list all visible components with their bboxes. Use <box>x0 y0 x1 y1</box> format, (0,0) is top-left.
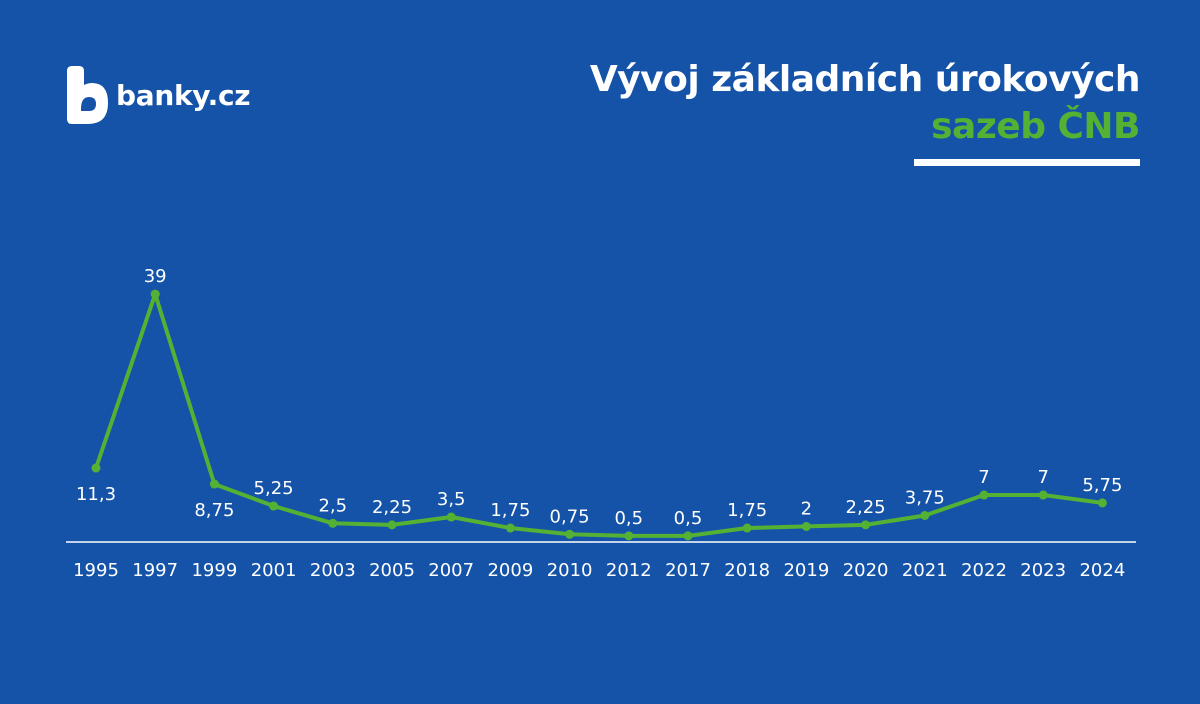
data-label: 5,75 <box>1082 475 1122 496</box>
x-tick-label: 2009 <box>487 560 533 581</box>
x-tick-label: 2023 <box>1020 560 1066 581</box>
data-point <box>269 501 279 511</box>
data-label: 39 <box>144 266 167 287</box>
x-tick-label: 2018 <box>724 560 770 581</box>
data-label: 2,5 <box>318 495 347 516</box>
banky-logo-icon <box>67 66 108 124</box>
data-label: 2,25 <box>372 497 412 518</box>
x-tick-label: 2019 <box>783 560 829 581</box>
data-label: 7 <box>1037 467 1048 488</box>
x-tick-label: 2022 <box>961 560 1007 581</box>
data-point <box>683 531 693 541</box>
data-label: 2 <box>801 498 812 519</box>
data-point <box>446 512 456 522</box>
data-label: 8,75 <box>194 500 234 521</box>
title-underline <box>914 159 1140 166</box>
data-point <box>1097 498 1107 508</box>
x-tick-label: 2024 <box>1079 560 1125 581</box>
data-label: 0,5 <box>674 508 703 529</box>
x-tick-label: 2005 <box>369 560 415 581</box>
data-label: 1,75 <box>727 500 767 521</box>
x-tick-label: 2017 <box>665 560 711 581</box>
x-tick-label: 2021 <box>902 560 948 581</box>
data-label: 0,5 <box>614 508 643 529</box>
data-label: 1,75 <box>490 500 530 521</box>
x-tick-label: 2001 <box>251 560 297 581</box>
data-label: 3,75 <box>905 487 945 508</box>
data-label: 0,75 <box>550 506 590 527</box>
x-tick-label: 1999 <box>191 560 237 581</box>
x-tick-label: 2012 <box>606 560 652 581</box>
data-point <box>209 479 219 489</box>
data-point <box>861 520 871 530</box>
title-line-2: sazeb ČNB <box>931 106 1140 147</box>
data-point <box>1038 490 1048 500</box>
series-line <box>94 292 1103 538</box>
data-point <box>801 521 811 531</box>
x-tick-label: 2020 <box>843 560 889 581</box>
data-point <box>328 518 338 528</box>
data-point <box>387 520 397 530</box>
data-point <box>624 531 634 541</box>
data-label: 5,25 <box>254 478 294 499</box>
data-point <box>920 510 930 520</box>
chart-title: Vývoj základních úrokových sazeb ČNB <box>589 56 1141 150</box>
data-point <box>979 490 989 500</box>
data-point <box>565 529 575 539</box>
data-point <box>505 523 515 533</box>
data-label: 7 <box>978 467 989 488</box>
data-label: 11,3 <box>76 484 116 505</box>
data-label: 2,25 <box>846 497 886 518</box>
x-tick-label: 1997 <box>132 560 178 581</box>
x-tick-label: 1995 <box>73 560 119 581</box>
title-line-1: Vývoj základních úrokových <box>589 59 1141 100</box>
brand-name: banky.cz <box>116 78 251 112</box>
x-tick-label: 2007 <box>428 560 474 581</box>
data-point <box>742 523 752 533</box>
x-tick-label: 2010 <box>547 560 593 581</box>
x-tick-label: 2003 <box>310 560 356 581</box>
data-point <box>91 463 101 473</box>
data-point <box>150 289 160 299</box>
brand-logo: banky.cz <box>64 63 251 127</box>
data-label: 3,5 <box>437 489 466 510</box>
